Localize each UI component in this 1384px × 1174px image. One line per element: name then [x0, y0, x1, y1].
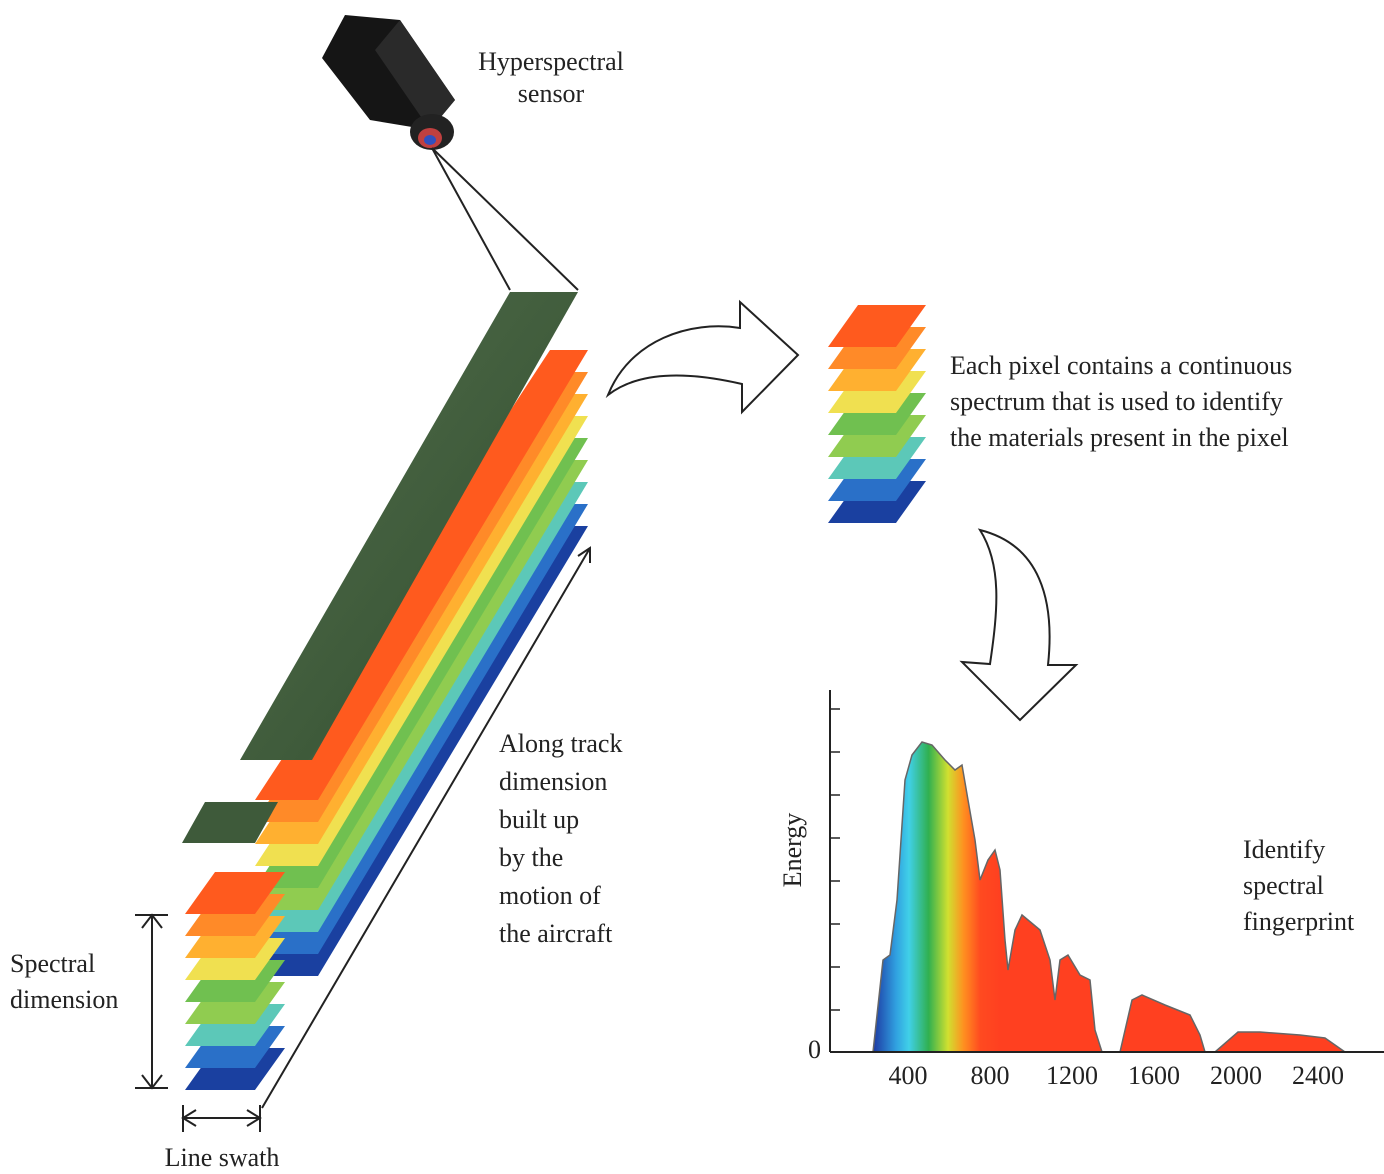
y-axis-ticks — [830, 708, 840, 1011]
spectral-band — [185, 872, 285, 914]
label-line: Identify — [1243, 835, 1325, 864]
imagery-piece — [182, 802, 278, 843]
x-tick-label: 800 — [971, 1061, 1010, 1090]
label-line: dimension — [10, 985, 118, 1014]
x-tick-label: 1600 — [1128, 1061, 1180, 1090]
label-line: Spectral — [10, 949, 95, 978]
label-line: the aircraft — [499, 919, 613, 948]
x-tick-label: 2400 — [1292, 1061, 1344, 1090]
x-tick-label: 1200 — [1046, 1061, 1098, 1090]
y-axis-label: Energy — [778, 813, 807, 888]
labels: 400 800 1200 1600 2000 2400 Hyperspectral senso… — [10, 47, 1355, 1172]
layers — [185, 305, 926, 1090]
label-line: motion of — [499, 881, 601, 910]
spectral-dimension-arrow — [135, 913, 168, 1090]
label-line: Each pixel contains a continuous — [950, 351, 1292, 380]
plot-axes — [829, 690, 1384, 1053]
label-line: by the — [499, 843, 563, 872]
arrow-head — [577, 546, 591, 563]
label-line: dimension — [499, 767, 607, 796]
flow-arrow — [959, 528, 1079, 722]
label-line: built up — [499, 805, 579, 834]
line-swath-arrow — [181, 1105, 262, 1132]
spectrum-curve — [872, 741, 1348, 1053]
x-tick-label: 400 — [889, 1061, 928, 1090]
label-line: spectrum that is used to identify — [950, 387, 1283, 416]
flow-arrow — [605, 299, 800, 415]
label-line: fingerprint — [1243, 907, 1355, 936]
spectral-band — [828, 305, 926, 347]
sensor-icon — [322, 15, 455, 150]
y-origin-label: 0 — [808, 1035, 821, 1064]
imagery-strip — [240, 292, 578, 760]
view-line — [431, 147, 511, 291]
label-line: spectral — [1243, 871, 1324, 900]
along-track-arrow — [261, 547, 591, 1109]
label-line: sensor — [518, 79, 585, 108]
line-swath-label: Line swath — [165, 1143, 280, 1172]
label-line: Along track — [499, 729, 622, 758]
label-line: the materials present in the pixel — [950, 423, 1289, 452]
view-line — [431, 147, 579, 291]
x-tick-label: 2000 — [1210, 1061, 1262, 1090]
label-line: Hyperspectral — [478, 47, 624, 76]
